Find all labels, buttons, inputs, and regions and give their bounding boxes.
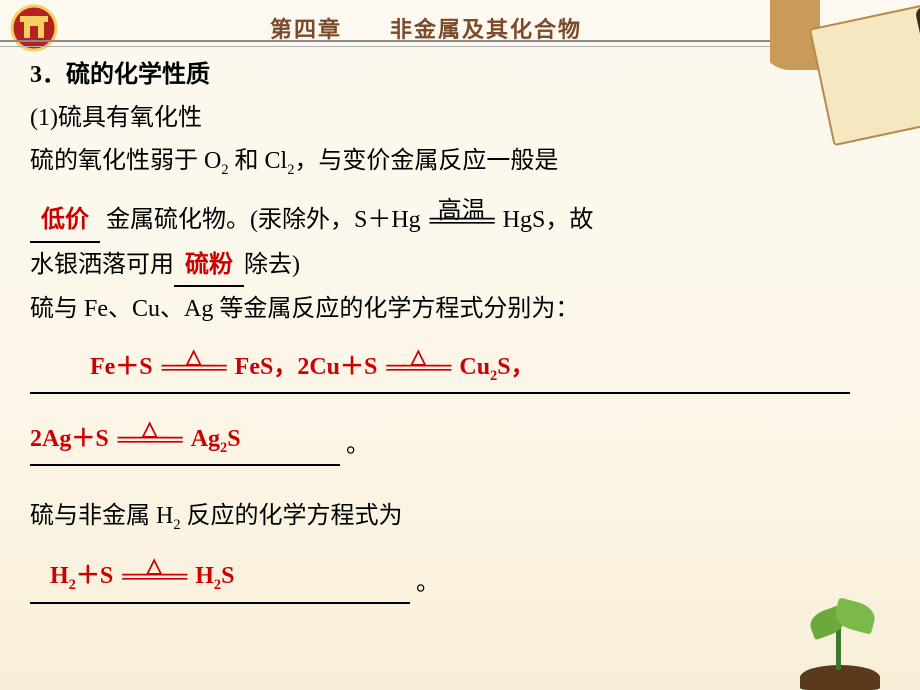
subsection-number: (1) [30, 105, 58, 131]
text-line: 低价 金属硫化物。(汞除外，S＋Hg高温════HgS，故 [30, 200, 890, 243]
equation-blank: 2Ag＋S△════Ag2S [30, 426, 340, 466]
reaction-condition: 高温════ [421, 217, 503, 227]
text-line: 硫的氧化性弱于 O2 和 Cl2，与变价金属反应一般是 [30, 141, 890, 182]
answer-blank: 硫粉 [185, 252, 233, 278]
subsection-title: 硫具有氧化性 [58, 105, 202, 131]
equation-blank: Fe＋S△════FeS，2Cu＋S△════Cu2S， [30, 354, 850, 394]
answer-blank: 低价 [41, 207, 89, 233]
school-logo-icon [10, 4, 58, 52]
section-number: 3． [30, 62, 66, 88]
chemical-equation: 2Ag＋S△════Ag2S [30, 419, 241, 460]
chemical-equation: Fe＋S△════FeS，2Cu＋S△════Cu2S， [90, 347, 535, 388]
text-line: 水银洒落可用硫粉除去) [30, 245, 890, 288]
slide-content: 3．硫的化学性质 (1)硫具有氧化性 硫的氧化性弱于 O2 和 Cl2，与变价金… [30, 55, 890, 604]
text-line: H2＋S△════H2S 。 [30, 540, 890, 604]
text-line: 硫与非金属 H2 反应的化学方程式为 [30, 496, 890, 537]
text-line: 硫与 Fe、Cu、Ag 等金属反应的化学方程式分别为： [30, 289, 890, 330]
chemical-equation: H2＋S△════H2S [50, 556, 234, 597]
section-heading: 3．硫的化学性质 [30, 55, 890, 96]
equation-blank: H2＋S△════H2S [30, 564, 410, 604]
text-line: 2Ag＋S△════Ag2S 。 [30, 402, 890, 466]
subsection-heading: (1)硫具有氧化性 [30, 98, 890, 139]
sprout-decoration-icon [780, 570, 900, 690]
section-title: 硫的化学性质 [66, 62, 210, 88]
